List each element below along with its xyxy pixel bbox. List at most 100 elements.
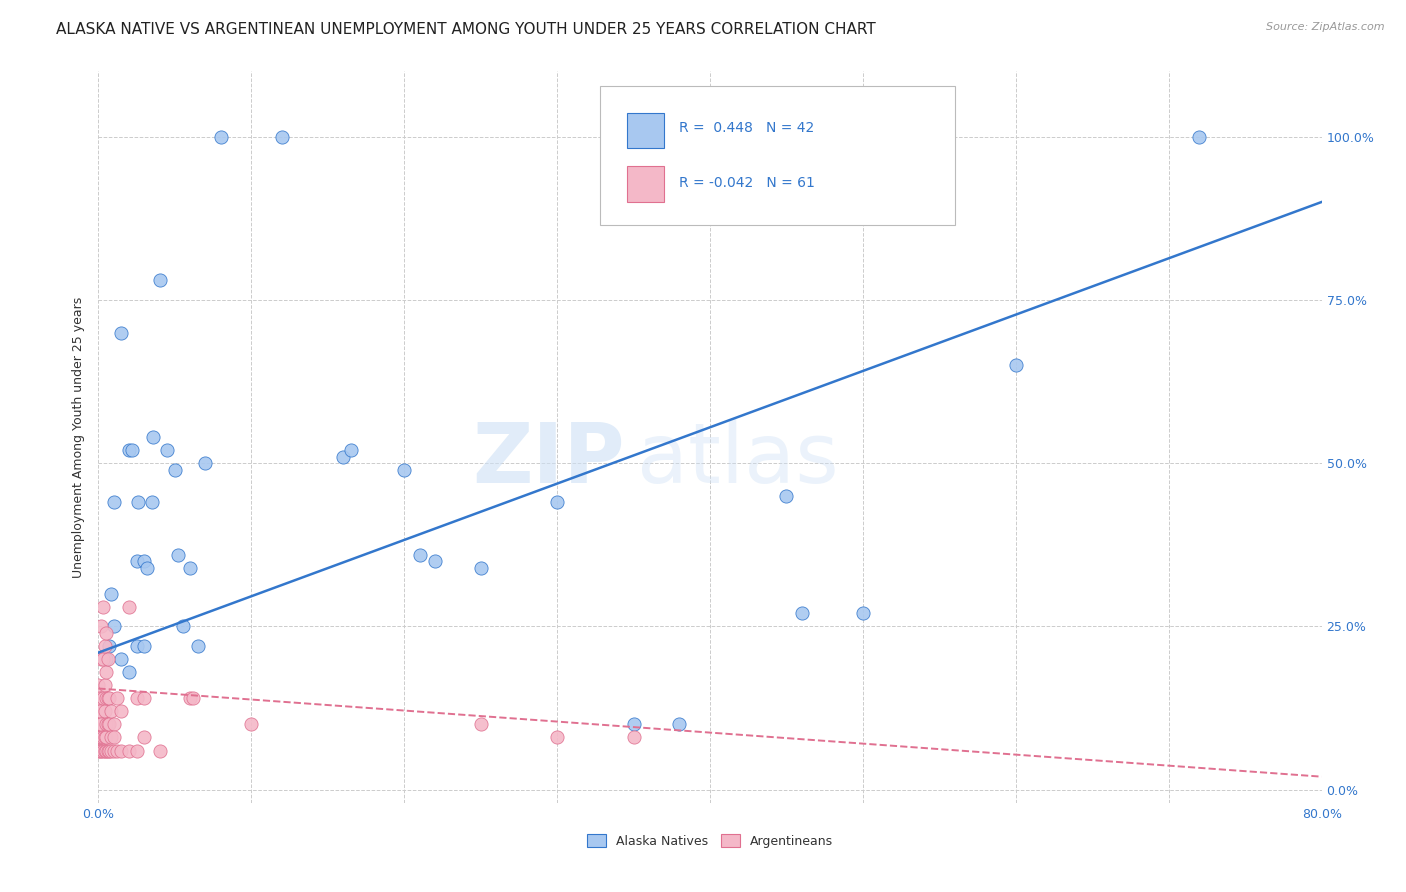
Point bbox=[470, 560, 492, 574]
Y-axis label: Unemployment Among Youth under 25 years: Unemployment Among Youth under 25 years bbox=[72, 296, 86, 578]
Point bbox=[127, 495, 149, 509]
Point bbox=[134, 691, 156, 706]
Point bbox=[94, 652, 117, 666]
Point bbox=[94, 665, 117, 680]
Point bbox=[156, 443, 179, 458]
Point bbox=[125, 554, 148, 568]
Point bbox=[103, 619, 125, 633]
Point bbox=[100, 743, 122, 757]
FancyBboxPatch shape bbox=[600, 86, 955, 225]
Point bbox=[97, 691, 120, 706]
Point bbox=[852, 607, 875, 621]
Point bbox=[172, 619, 194, 633]
Point bbox=[93, 731, 115, 745]
Point bbox=[118, 443, 141, 458]
Point bbox=[141, 495, 163, 509]
Point bbox=[181, 691, 204, 706]
Point bbox=[121, 443, 143, 458]
Point bbox=[118, 665, 141, 680]
Point bbox=[94, 717, 117, 731]
Point bbox=[125, 743, 148, 757]
Point bbox=[90, 652, 112, 666]
Point bbox=[134, 554, 156, 568]
Point bbox=[134, 639, 156, 653]
Text: R =  0.448   N = 42: R = 0.448 N = 42 bbox=[679, 121, 814, 136]
Point bbox=[149, 273, 172, 287]
Point bbox=[89, 717, 111, 731]
Point bbox=[118, 599, 141, 614]
Legend: Alaska Natives, Argentineans: Alaska Natives, Argentineans bbox=[588, 834, 832, 847]
Point bbox=[790, 607, 813, 621]
Point bbox=[90, 743, 112, 757]
Point bbox=[209, 129, 232, 144]
Point bbox=[668, 717, 690, 731]
Point bbox=[97, 717, 120, 731]
Text: ALASKA NATIVE VS ARGENTINEAN UNEMPLOYMENT AMONG YOUTH UNDER 25 YEARS CORRELATION: ALASKA NATIVE VS ARGENTINEAN UNEMPLOYMEN… bbox=[56, 22, 876, 37]
Point bbox=[91, 652, 114, 666]
Point bbox=[100, 731, 122, 745]
Point bbox=[105, 691, 128, 706]
Point bbox=[118, 743, 141, 757]
Point bbox=[98, 743, 121, 757]
Point bbox=[105, 743, 128, 757]
Point bbox=[94, 626, 117, 640]
Point bbox=[90, 619, 112, 633]
Point bbox=[623, 731, 645, 745]
Point bbox=[1004, 358, 1026, 372]
Point bbox=[546, 731, 568, 745]
Point bbox=[470, 717, 492, 731]
Point bbox=[87, 731, 110, 745]
Point bbox=[97, 652, 120, 666]
Point bbox=[187, 639, 209, 653]
Point bbox=[110, 652, 132, 666]
Point bbox=[87, 705, 110, 719]
Point bbox=[93, 705, 115, 719]
Point bbox=[89, 731, 111, 745]
Point bbox=[1188, 129, 1211, 144]
Point bbox=[110, 326, 132, 340]
Point bbox=[97, 743, 120, 757]
Point bbox=[110, 705, 132, 719]
Point bbox=[149, 743, 172, 757]
Text: Source: ZipAtlas.com: Source: ZipAtlas.com bbox=[1267, 22, 1385, 32]
Point bbox=[392, 463, 416, 477]
Point bbox=[93, 639, 115, 653]
Point bbox=[98, 691, 121, 706]
Point bbox=[339, 443, 361, 458]
Point bbox=[103, 495, 125, 509]
Bar bbox=[627, 167, 664, 202]
Point bbox=[125, 691, 148, 706]
Point bbox=[332, 450, 354, 464]
Point bbox=[94, 743, 117, 757]
Point bbox=[270, 129, 292, 144]
Point bbox=[623, 717, 645, 731]
Point bbox=[91, 691, 114, 706]
Point bbox=[91, 743, 114, 757]
Point bbox=[90, 717, 112, 731]
Point bbox=[125, 639, 148, 653]
Point bbox=[91, 731, 114, 745]
Point bbox=[167, 548, 190, 562]
Point bbox=[94, 731, 117, 745]
Point bbox=[179, 691, 201, 706]
Point bbox=[93, 678, 115, 692]
Point bbox=[775, 489, 797, 503]
Point bbox=[89, 705, 111, 719]
Point bbox=[194, 456, 217, 470]
Text: atlas: atlas bbox=[637, 418, 838, 500]
Point bbox=[89, 743, 111, 757]
Point bbox=[87, 717, 110, 731]
Bar bbox=[627, 113, 664, 148]
Point bbox=[90, 731, 112, 745]
Point bbox=[408, 548, 430, 562]
Text: R = -0.042   N = 61: R = -0.042 N = 61 bbox=[679, 176, 815, 189]
Point bbox=[136, 560, 159, 574]
Point bbox=[87, 691, 110, 706]
Point bbox=[103, 743, 125, 757]
Point bbox=[423, 554, 446, 568]
Point bbox=[142, 430, 165, 444]
Point bbox=[546, 495, 568, 509]
Point bbox=[110, 743, 132, 757]
Point bbox=[240, 717, 263, 731]
Point bbox=[87, 678, 110, 692]
